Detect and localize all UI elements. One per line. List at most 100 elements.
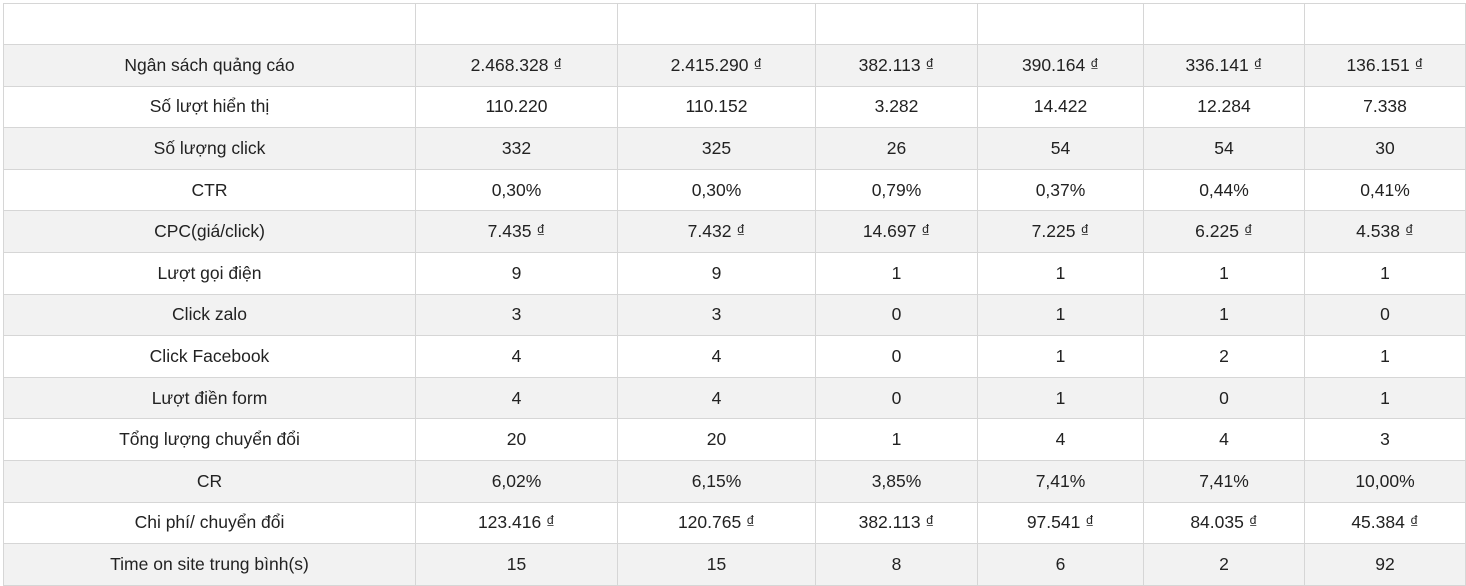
value-cell: 0 <box>815 293 978 337</box>
value-cell: 2 <box>1143 335 1305 378</box>
value-cell: 12.284 <box>1143 85 1305 129</box>
value-cell: 54 <box>1143 127 1305 170</box>
value-cell: 9 <box>415 251 618 295</box>
row-label: Chi phí/ chuyển đổi <box>3 501 416 545</box>
value-cell: 6,15% <box>617 459 816 503</box>
value-cell: 3,85% <box>815 459 978 503</box>
value-cell: 8 <box>815 543 978 586</box>
value-cell: 7.338 <box>1304 85 1466 129</box>
value-cell: 20 <box>617 418 816 461</box>
row-label: Số lượng click <box>3 127 416 170</box>
value-cell: 3 <box>1304 418 1466 461</box>
value-cell: 4 <box>617 335 816 378</box>
table-row: Chi phí/ chuyển đổi 123.416 ₫ 120.765 ₫ 382… <box>3 501 1466 545</box>
value-cell: 92 <box>1304 543 1466 586</box>
table-row: Số lượng click 332 325 26 54 54 30 <box>3 127 1466 170</box>
value-cell: 2.468.328 ₫ <box>415 44 618 87</box>
table-row: Click zalo 3 3 0 1 1 0 <box>3 293 1466 337</box>
row-label: Click Facebook <box>3 335 416 378</box>
value-cell: 0,44% <box>1143 168 1305 212</box>
value-cell: 110.220 <box>415 85 618 129</box>
value-cell: 7.225 ₫ <box>977 210 1144 253</box>
row-label: Time on site trung bình(s) <box>3 543 416 586</box>
value-cell: 3 <box>617 293 816 337</box>
value-cell: 15 <box>617 543 816 586</box>
row-label: CTR <box>3 168 416 212</box>
table-row: CTR 0,30% 0,30% 0,79% 0,37% 0,44% 0,41% <box>3 168 1466 212</box>
value-cell: 0 <box>1143 376 1305 420</box>
table-header-row <box>3 3 1466 45</box>
value-cell: 1 <box>1304 376 1466 420</box>
header-cell <box>3 3 416 45</box>
value-cell: 0,37% <box>977 168 1144 212</box>
value-cell: 136.151 ₫ <box>1304 44 1466 87</box>
table-row: Click Facebook 4 4 0 1 2 1 <box>3 335 1466 378</box>
report-table-container: Ngân sách quảng cáo 2.468.328 ₫ 2.415.290 … <box>3 3 1466 586</box>
table-row: Lượt điền form 4 4 0 1 0 1 <box>3 376 1466 420</box>
value-cell: 382.113 ₫ <box>815 501 978 545</box>
table-row: Time on site trung bình(s) 15 15 8 6 2 92 <box>3 543 1466 586</box>
value-cell: 336.141 ₫ <box>1143 44 1305 87</box>
value-cell: 20 <box>415 418 618 461</box>
value-cell: 4 <box>1143 418 1305 461</box>
value-cell: 390.164 ₫ <box>977 44 1144 87</box>
value-cell: 4.538 ₫ <box>1304 210 1466 253</box>
value-cell: 7,41% <box>1143 459 1305 503</box>
value-cell: 4 <box>415 376 618 420</box>
value-cell: 14.697 ₫ <box>815 210 978 253</box>
value-cell: 325 <box>617 127 816 170</box>
value-cell: 2.415.290 ₫ <box>617 44 816 87</box>
header-cell <box>815 3 978 45</box>
value-cell: 3.282 <box>815 85 978 129</box>
value-cell: 26 <box>815 127 978 170</box>
header-cell <box>415 3 618 45</box>
table-row: Ngân sách quảng cáo 2.468.328 ₫ 2.415.290 … <box>3 44 1466 87</box>
table-row: Số lượt hiển thị 110.220 110.152 3.282 14.42… <box>3 85 1466 129</box>
row-label: CPC(giá/click) <box>3 210 416 253</box>
value-cell: 1 <box>977 251 1144 295</box>
value-cell: 0,30% <box>415 168 618 212</box>
value-cell: 1 <box>977 293 1144 337</box>
value-cell: 1 <box>815 251 978 295</box>
value-cell: 110.152 <box>617 85 816 129</box>
value-cell: 84.035 ₫ <box>1143 501 1305 545</box>
value-cell: 6,02% <box>415 459 618 503</box>
value-cell: 382.113 ₫ <box>815 44 978 87</box>
row-label: Click zalo <box>3 293 416 337</box>
row-label: Số lượt hiển thị <box>3 85 416 129</box>
value-cell: 6 <box>977 543 1144 586</box>
value-cell: 0,41% <box>1304 168 1466 212</box>
table-row: CPC(giá/click) 7.435 ₫ 7.432 ₫ 14.697 ₫ 7.22… <box>3 210 1466 253</box>
row-label: Tổng lượng chuyển đổi <box>3 418 416 461</box>
ads-report-table: Ngân sách quảng cáo 2.468.328 ₫ 2.415.290 … <box>3 3 1466 586</box>
table-row: CR 6,02% 6,15% 3,85% 7,41% 7,41% 10,00% <box>3 459 1466 503</box>
row-label: Lượt gọi điện <box>3 251 416 295</box>
header-cell <box>1304 3 1466 45</box>
value-cell: 54 <box>977 127 1144 170</box>
row-label: CR <box>3 459 416 503</box>
value-cell: 1 <box>815 418 978 461</box>
value-cell: 0 <box>815 376 978 420</box>
row-label: Lượt điền form <box>3 376 416 420</box>
value-cell: 6.225 ₫ <box>1143 210 1305 253</box>
value-cell: 1 <box>977 335 1144 378</box>
value-cell: 30 <box>1304 127 1466 170</box>
value-cell: 1 <box>1143 293 1305 337</box>
value-cell: 123.416 ₫ <box>415 501 618 545</box>
value-cell: 4 <box>977 418 1144 461</box>
value-cell: 7.432 ₫ <box>617 210 816 253</box>
value-cell: 0 <box>815 335 978 378</box>
value-cell: 10,00% <box>1304 459 1466 503</box>
value-cell: 0,30% <box>617 168 816 212</box>
value-cell: 15 <box>415 543 618 586</box>
table-row: Tổng lượng chuyển đổi 20 20 1 4 4 3 <box>3 418 1466 461</box>
value-cell: 7.435 ₫ <box>415 210 618 253</box>
value-cell: 120.765 ₫ <box>617 501 816 545</box>
header-cell <box>617 3 816 45</box>
table-row: Lượt gọi điện 9 9 1 1 1 1 <box>3 251 1466 295</box>
value-cell: 3 <box>415 293 618 337</box>
value-cell: 1 <box>1143 251 1305 295</box>
value-cell: 0,79% <box>815 168 978 212</box>
value-cell: 7,41% <box>977 459 1144 503</box>
value-cell: 97.541 ₫ <box>977 501 1144 545</box>
